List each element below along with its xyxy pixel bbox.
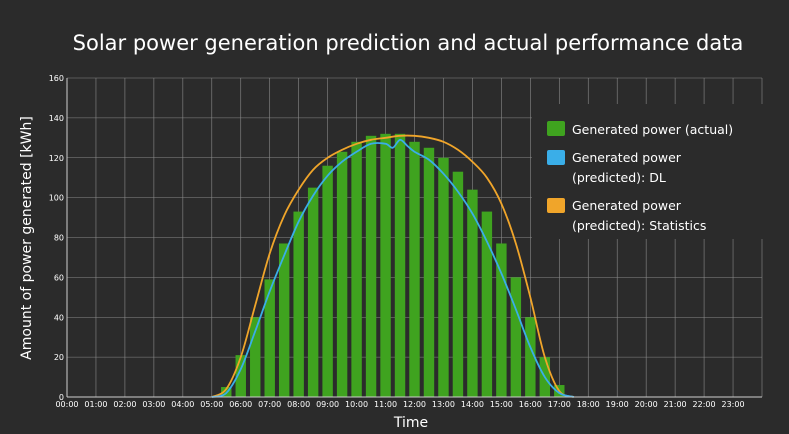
bar-actual [307, 187, 319, 397]
x-tick-label: 13:00 [432, 400, 455, 409]
x-axis-title: Time [393, 415, 428, 431]
legend-label-dl-line1: Generated power [572, 150, 682, 165]
bar-actual [235, 355, 246, 397]
x-tick-label: 15:00 [490, 400, 513, 409]
axes: 0 20 40 60 80 100 120 140 160 00:00 01:00 02:00 03:0… [49, 74, 762, 409]
bar-actual [351, 141, 362, 397]
x-tick-label: 09:00 [316, 400, 339, 409]
x-tick-label: 04:00 [171, 400, 194, 409]
legend-swatch-dl [547, 150, 565, 165]
bar-actual [467, 189, 478, 397]
x-tick-label: 02:00 [113, 400, 136, 409]
y-tick-label: 120 [49, 154, 64, 163]
bar-actual [496, 243, 507, 397]
bar-actual [322, 165, 333, 397]
y-tick-label: 160 [49, 74, 64, 83]
x-tick-label: 21:00 [664, 400, 687, 409]
bar-actual [438, 157, 449, 397]
bar-actual [250, 317, 261, 397]
x-tick-label: 17:00 [548, 400, 571, 409]
y-tick-label: 100 [49, 194, 64, 203]
legend-background [532, 104, 766, 239]
x-tick-label: 14:00 [461, 400, 484, 409]
bar-actual [423, 147, 435, 397]
bar-actual [409, 141, 420, 397]
x-tick-label: 10:00 [345, 400, 368, 409]
bar-actual [336, 151, 348, 397]
x-tick-label: 00:00 [55, 400, 78, 409]
y-axis-title: Amount of power generated [kWh] [19, 116, 35, 360]
x-tick-label: 01:00 [84, 400, 107, 409]
x-tick-label: 19:00 [606, 400, 629, 409]
bar-actual [394, 133, 406, 397]
x-tick-label: 12:00 [403, 400, 426, 409]
legend: Generated power (actual) Generated power… [532, 104, 766, 239]
legend-label-dl-line2: (predicted): DL [572, 170, 666, 185]
bar-actual [293, 211, 304, 397]
bar-actual [278, 243, 290, 397]
bar-actual [365, 135, 377, 397]
x-tick-label: 07:00 [258, 400, 281, 409]
actual-bars [221, 133, 565, 397]
x-tick-label: 08:00 [287, 400, 310, 409]
y-tick-label: 140 [49, 114, 64, 123]
x-tick-label: 23:00 [722, 400, 745, 409]
y-tick-label: 20 [54, 353, 64, 362]
chart-title: Solar power generation prediction and ac… [73, 31, 744, 55]
legend-label-statistics-line2: (predicted): Statistics [572, 218, 706, 233]
y-tick-label: 80 [54, 234, 64, 243]
x-tick-label: 06:00 [229, 400, 252, 409]
legend-label-statistics-line1: Generated power [572, 198, 682, 213]
legend-swatch-actual [547, 121, 565, 136]
legend-swatch-statistics [547, 198, 565, 213]
y-tick-label: 60 [54, 273, 64, 282]
bar-actual [380, 133, 391, 397]
y-tick-label: 0 [59, 393, 64, 402]
x-tick-label: 20:00 [635, 400, 658, 409]
bar-actual [525, 317, 536, 397]
legend-label-actual: Generated power (actual) [572, 122, 733, 137]
bar-actual [264, 279, 275, 397]
x-tick-label: 11:00 [374, 400, 397, 409]
x-tick-label: 18:00 [577, 400, 600, 409]
x-tick-label: 22:00 [693, 400, 716, 409]
line-predicted-statistics [211, 134, 575, 398]
bar-actual [481, 211, 493, 397]
bar-actual [510, 277, 522, 397]
x-tick-label: 16:00 [519, 400, 542, 409]
prediction-lines [211, 134, 575, 398]
x-tick-label: 05:00 [200, 400, 223, 409]
bar-actual [452, 171, 464, 397]
line-predicted-dl [211, 138, 575, 398]
x-tick-label: 03:00 [142, 400, 165, 409]
y-tick-label: 40 [54, 313, 64, 322]
